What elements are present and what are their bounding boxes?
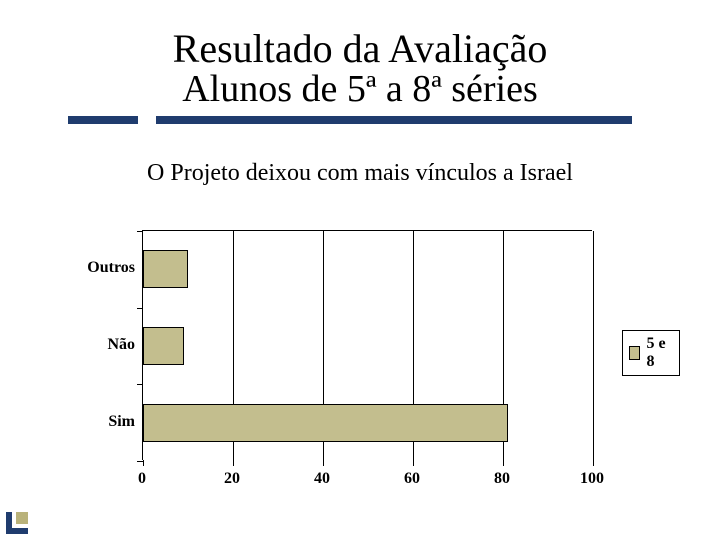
title-block: Resultado da Avaliação Alunos de 5ª a 8ª… <box>70 28 650 110</box>
bar <box>143 327 184 365</box>
slide: Resultado da Avaliação Alunos de 5ª a 8ª… <box>0 0 720 540</box>
x-axis-label: 100 <box>580 470 604 488</box>
y-axis-label: Sim <box>63 413 135 431</box>
plot-area: OutrosNãoSim <box>142 230 592 460</box>
x-axis-label: 0 <box>138 470 146 488</box>
legend-item: 5 e 8 <box>629 335 671 371</box>
x-axis-label: 80 <box>494 470 510 488</box>
y-axis-label: Não <box>63 336 135 354</box>
gridline <box>593 231 594 460</box>
x-axis-label: 60 <box>404 470 420 488</box>
title-line-2: Alunos de 5ª a 8ª séries <box>70 70 650 110</box>
title-underline <box>0 116 720 126</box>
x-axis-label: 40 <box>314 470 330 488</box>
underline-segment-left <box>68 116 138 124</box>
legend-swatch <box>629 346 640 360</box>
bar <box>143 250 188 288</box>
x-axis-label: 20 <box>224 470 240 488</box>
chart-area: OutrosNãoSim 5 e 8 020406080100 <box>60 230 680 510</box>
title-line-1: Resultado da Avaliação <box>70 28 650 70</box>
legend: 5 e 8 <box>622 330 680 376</box>
underline-segment-right <box>156 116 632 124</box>
chart-title: O Projeto deixou com mais vínculos a Isr… <box>0 160 720 187</box>
y-axis-label: Outros <box>63 259 135 277</box>
legend-label: 5 e 8 <box>646 335 671 371</box>
corner-decoration-icon <box>6 506 34 534</box>
bar <box>143 404 508 442</box>
